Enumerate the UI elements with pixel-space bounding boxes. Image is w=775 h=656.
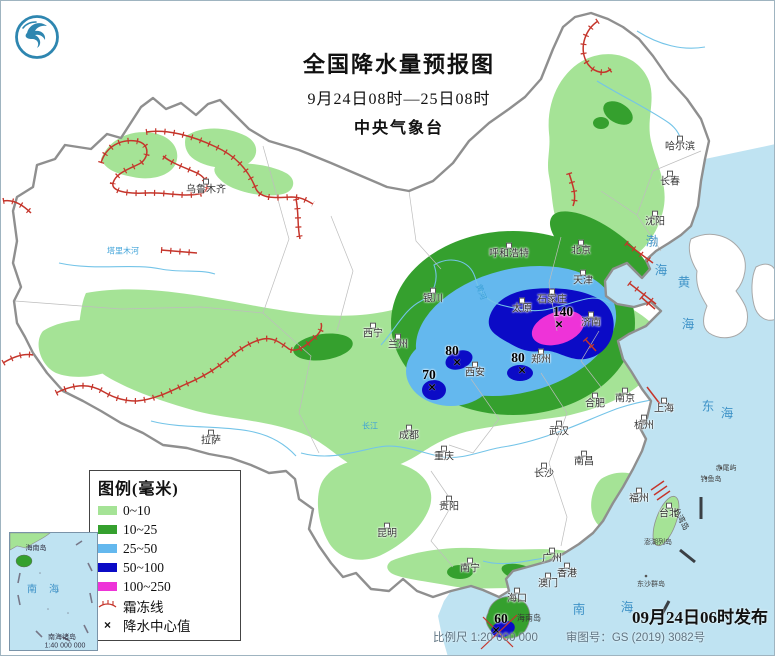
frost-line-xinjiang [2,128,315,256]
rain-100-250-layer [531,310,585,346]
approval-number: 审图号：GS (2019) 3082号 [565,632,706,644]
inset-sea-name-label: 海 [49,584,59,596]
legend-item: 50~100 [98,558,232,577]
japan-landmass [751,263,774,321]
legend-item: 25~50 [98,539,232,558]
boundary-dashes [659,497,703,617]
legend-title: 图例(毫米) [98,481,179,498]
title-block: 全国降水量预报图 9月24日08时—25日08时 中央气象台 [303,47,495,138]
legend-item: 霜冻线 [98,596,232,615]
map-subtitle: 9月24日08时—25日08时 [307,91,491,108]
inset-scale: 1:40 000 000 [44,642,86,650]
legend-swatch [98,563,117,572]
south-china-sea-inset: 海南岛 南海诸岛 1:40 000 000 南海 [9,532,98,651]
legend-item-label: 霜冻线 [123,599,164,615]
map-title: 全国降水量预报图 [302,52,496,77]
taiwan-island [652,495,680,547]
legend-swatch [98,582,117,591]
korea-landmass [688,233,749,339]
inset-hainan-label: 海南岛 [25,545,47,552]
publish-time: 09月24日06时发布 [632,608,768,627]
legend-item-label: 50~100 [123,559,165,575]
scale-line: 比例尺 1:20 000 000 审图号：GS (2019) 3082号 [433,629,705,645]
inset-map-graphic [10,533,93,642]
rivers [58,30,706,565]
legend-item: 100~250 [98,577,232,596]
frost-lines [1,18,671,650]
legend-item-label: 降水中心值 [123,618,191,634]
frost-line-northeast [566,18,658,354]
red-hatch-fuzhou [650,480,671,501]
legend-box: 图例(毫米) 0~10 10~25 25~50 50~100 100~250 霜冻线 × 降水… [89,470,241,641]
frost-line-tibet [1,322,325,405]
legend-item-label: 10~25 [123,521,158,537]
legend-item: × 降水中心值 [98,615,232,634]
legend-swatch [98,544,117,553]
typhoon-track-hainan [480,614,518,650]
legend-swatch [98,525,117,534]
legend-item: 0~10 [98,501,232,520]
inset-sea-name-label: 南 [27,584,37,596]
cma-logo-icon [15,15,59,59]
sea-fill [438,144,774,655]
legend-items: 0~10 10~25 25~50 50~100 100~250 霜冻线 × 降水中心值 [98,501,232,634]
legend-swatch [98,506,117,515]
center-value-icon: × [103,617,111,632]
legend-item-label: 0~10 [123,502,151,518]
frost-line-icon [98,599,117,613]
shanghai-leader-line [646,386,661,405]
legend-item-label: 25~50 [123,540,158,556]
china-landmass [13,13,709,597]
map-agency: 中央气象台 [353,120,445,137]
legend-item-label: 100~250 [123,578,171,594]
islet-dots [644,466,723,578]
map-scale: 比例尺 1:20 000 000 [433,632,538,644]
province-borders [14,145,702,568]
legend-item: 10~25 [98,520,232,539]
inset-hainan [15,554,33,568]
china-national-border [11,11,711,599]
inset-caption: 南海诸岛 [48,634,76,641]
